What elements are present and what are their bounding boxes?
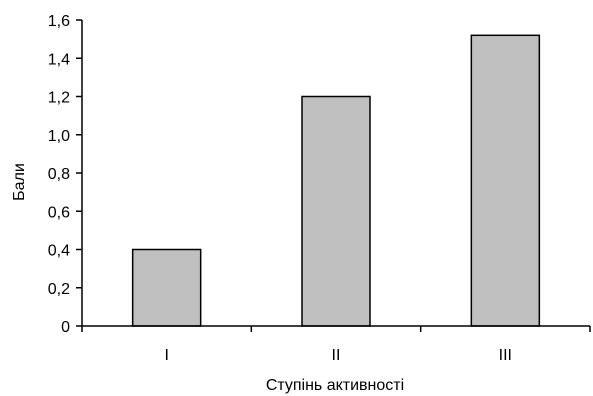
y-tick-label: 0,2 [48,281,70,298]
y-tick-label: 0,4 [48,243,70,260]
bar-II [301,95,371,327]
y-tick-label: 1,4 [48,51,70,68]
y-tick-label: 0 [61,319,70,336]
y-tick-label: 0,8 [48,166,70,183]
y-axis-title: Бали [11,163,28,201]
bar-I [131,248,202,327]
y-tick-label: 1,6 [48,13,70,30]
bars-group [131,34,541,327]
x-category-label: I [164,347,168,364]
x-axis-title: Ступінь активності [266,377,404,394]
ticks-group: 00,20,40,60,81,01,21,41,6I II III [48,13,591,364]
bar-III [470,34,541,327]
y-tick-label: 1,2 [48,90,70,107]
x-category-label: II [332,347,341,364]
y-tick-label: 1,0 [48,128,70,145]
y-tick-label: 0,6 [48,204,70,221]
x-category-label: III [499,347,512,364]
